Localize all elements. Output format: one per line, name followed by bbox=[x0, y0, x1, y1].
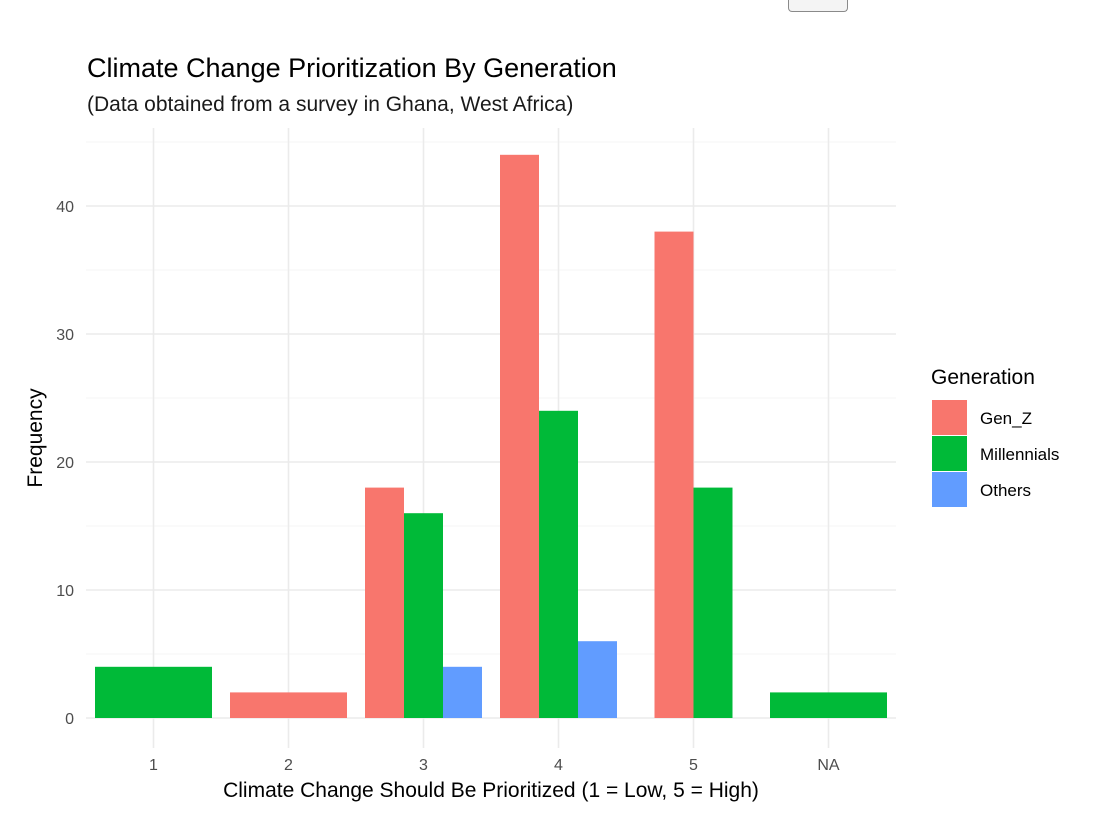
chart-subtitle: (Data obtained from a survey in Ghana, W… bbox=[87, 93, 573, 116]
x-tick-label: 2 bbox=[284, 757, 293, 774]
bar-millennials-5 bbox=[693, 487, 733, 718]
bar-millennials-4 bbox=[539, 410, 578, 718]
x-tick-label: 3 bbox=[419, 757, 428, 774]
y-tick-label: 40 bbox=[56, 199, 74, 216]
y-axis-title: Frequency bbox=[24, 388, 47, 488]
x-tick-label: 1 bbox=[149, 757, 158, 774]
bars bbox=[95, 154, 887, 719]
bar-others-4 bbox=[578, 641, 617, 718]
window-corner-button[interactable] bbox=[788, 0, 848, 12]
x-tick-label: 4 bbox=[554, 757, 563, 774]
bar-millennials-3 bbox=[404, 513, 443, 718]
bar-millennials-na bbox=[770, 692, 887, 718]
legend-label-others: Others bbox=[980, 481, 1031, 500]
legend: Generation Gen_Z Millennials Others bbox=[931, 366, 1059, 507]
legend-label-millennials: Millennials bbox=[980, 445, 1059, 464]
chart-title: Climate Change Prioritization By Generat… bbox=[87, 53, 617, 83]
legend-label-gen_z: Gen_Z bbox=[980, 409, 1032, 428]
bar-gen_z-5 bbox=[654, 231, 694, 718]
legend-key-millennials bbox=[932, 436, 967, 471]
y-tick-label: 20 bbox=[56, 455, 74, 472]
y-axis-ticks: 0 10 20 30 40 bbox=[56, 199, 74, 728]
x-tick-label: 5 bbox=[689, 757, 698, 774]
bar-others-3 bbox=[443, 666, 482, 718]
y-tick-label: 0 bbox=[65, 711, 74, 728]
legend-title: Generation bbox=[931, 366, 1035, 389]
bar-gen_z-3 bbox=[365, 487, 404, 718]
x-tick-label: NA bbox=[817, 757, 840, 774]
gridlines bbox=[86, 128, 896, 748]
bar-gen_z-4 bbox=[500, 154, 539, 719]
y-tick-label: 30 bbox=[56, 327, 74, 344]
y-tick-label: 10 bbox=[56, 583, 74, 600]
legend-key-others bbox=[932, 472, 967, 507]
bar-gen_z-2 bbox=[230, 692, 347, 718]
x-axis-ticks: 1 2 3 4 5 NA bbox=[149, 757, 840, 774]
bar-millennials-1 bbox=[95, 666, 212, 718]
legend-key-gen_z bbox=[932, 400, 967, 435]
x-axis-title: Climate Change Should Be Prioritized (1 … bbox=[223, 779, 759, 802]
